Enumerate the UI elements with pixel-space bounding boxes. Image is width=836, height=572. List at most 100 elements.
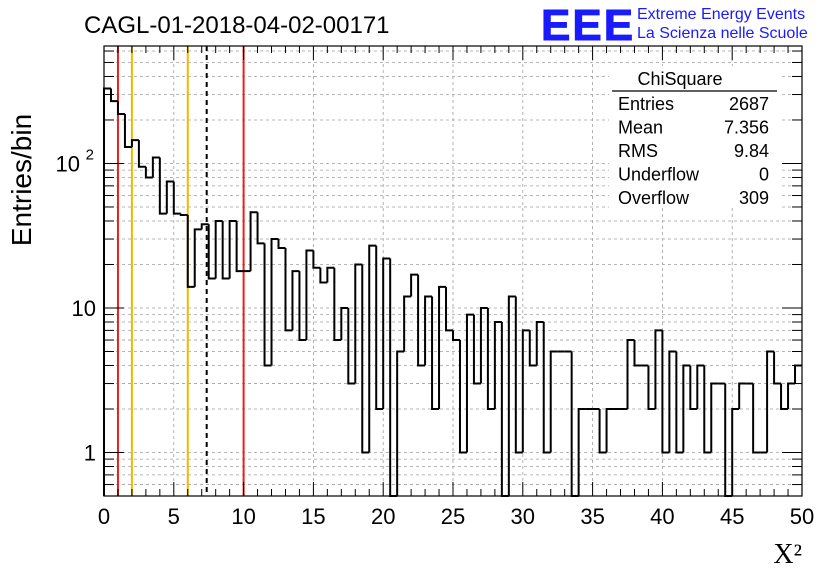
histogram-bin	[514, 296, 523, 454]
histogram-bin	[521, 329, 530, 453]
histogram-bin	[661, 330, 670, 454]
histogram-bin	[284, 248, 293, 332]
stats-label: Overflow	[618, 188, 690, 208]
histogram-bin	[570, 351, 579, 497]
histogram-bin	[193, 228, 202, 287]
histogram-bin	[417, 274, 426, 367]
stats-background	[609, 66, 779, 208]
x-tick-label: 50	[790, 504, 814, 529]
histogram-bin	[724, 383, 733, 497]
logo-line-2: La Scienza nelle Scuole	[637, 25, 808, 42]
histogram-bin	[633, 340, 642, 367]
histogram-bin	[647, 365, 656, 410]
grid	[104, 46, 802, 497]
histogram-bin	[410, 273, 419, 297]
histogram-bin	[696, 364, 705, 409]
x-tick-label: 35	[580, 504, 604, 529]
x-tick-label: 40	[650, 504, 674, 529]
axis-ticks	[103, 46, 803, 497]
run-title: CAGL-01-2018-04-02-00171	[84, 12, 390, 39]
histogram-bin	[396, 350, 405, 496]
histogram-bin	[144, 166, 153, 179]
histogram-bin	[682, 364, 691, 453]
histogram-bin	[389, 258, 398, 497]
histogram-bin	[305, 249, 314, 341]
y-tick-label: 1	[84, 440, 96, 465]
stats-label: Underflow	[618, 165, 700, 185]
histogram-bin	[291, 270, 300, 331]
stats-box: ChiSquare Entries 2687 Mean 7.356 RMS 9.84 Und…	[609, 66, 779, 208]
histogram-bin	[577, 407, 586, 496]
histogram-bin	[165, 180, 174, 214]
histogram-bin	[403, 295, 412, 352]
stats-label: RMS	[618, 141, 658, 161]
histogram-bin	[382, 257, 391, 409]
histogram-bin	[486, 307, 495, 410]
histogram-bin	[493, 320, 502, 409]
histogram-bin	[319, 267, 328, 284]
histogram-bin	[347, 307, 356, 385]
histogram-bin	[479, 306, 488, 384]
histogram-bin	[298, 271, 307, 342]
stats-value: 2687	[729, 94, 769, 114]
histogram-bin	[752, 383, 761, 454]
histogram-bin	[542, 321, 551, 454]
histogram-bin	[424, 295, 433, 366]
histogram-bin	[207, 224, 216, 280]
histogram-bin	[172, 181, 181, 215]
histogram-bin	[354, 263, 363, 384]
histogram-bin	[326, 266, 335, 283]
y-tick-labels: 1 10 10 2	[56, 146, 96, 465]
stats-label: Mean	[618, 118, 663, 138]
histogram-bin	[794, 364, 802, 384]
histogram-bin	[431, 296, 440, 410]
x-tick-label: 15	[301, 504, 325, 529]
histogram-bin	[263, 243, 272, 367]
x-tick-label: 10	[231, 504, 255, 529]
histogram-bin	[731, 407, 740, 496]
histogram-bin	[116, 101, 125, 115]
histogram-bin	[158, 157, 167, 215]
histogram-bin	[375, 245, 384, 410]
stats-title: ChiSquare	[637, 69, 722, 89]
histogram-bin	[368, 244, 377, 453]
histogram-bin	[109, 88, 118, 103]
histogram-bin	[549, 350, 558, 453]
histogram-bin	[103, 87, 111, 496]
histogram-bin	[668, 350, 677, 453]
x-axis-title: X²	[773, 539, 802, 570]
histogram-bin	[675, 351, 684, 454]
histogram-bin	[123, 113, 132, 149]
histogram-bin	[598, 408, 607, 454]
histogram-bin	[151, 156, 160, 178]
plot-frame	[103, 45, 803, 497]
histogram-bin	[458, 340, 467, 454]
histogram-bin	[654, 329, 663, 409]
histogram-bin	[738, 382, 747, 409]
histogram-bin	[535, 320, 544, 366]
histogram-bin	[465, 313, 474, 453]
y-tick-label: 10	[72, 296, 96, 321]
histogram-bin	[270, 238, 279, 366]
histogram-bin	[137, 140, 146, 168]
stats-rows: Entries 2687 Mean 7.356 RMS 9.84 Underflow 0 Ove…	[618, 94, 769, 208]
histogram-bin	[200, 223, 209, 230]
histogram-bin	[452, 330, 460, 342]
histogram-bin	[179, 213, 188, 216]
eee-logo: EEE Extreme Energy Events La Scienza nel…	[541, 1, 808, 51]
histogram-bin	[221, 220, 230, 280]
histogram-bin	[507, 295, 516, 496]
histogram-bin	[130, 139, 139, 148]
histogram-bin	[228, 219, 237, 279]
histogram-bin	[528, 330, 537, 367]
x-tick-label: 5	[168, 504, 180, 529]
histogram-bin	[780, 383, 789, 410]
histogram-bin	[340, 306, 349, 341]
stats-value: 7.356	[724, 118, 769, 138]
stats-value: 9.84	[734, 141, 769, 161]
x-tick-label: 20	[371, 504, 395, 529]
y-tick-label: 10	[56, 151, 80, 176]
y-tick-exponent: 2	[86, 146, 94, 163]
histogram-bin	[787, 382, 796, 409]
marker-lines	[116, 46, 245, 496]
